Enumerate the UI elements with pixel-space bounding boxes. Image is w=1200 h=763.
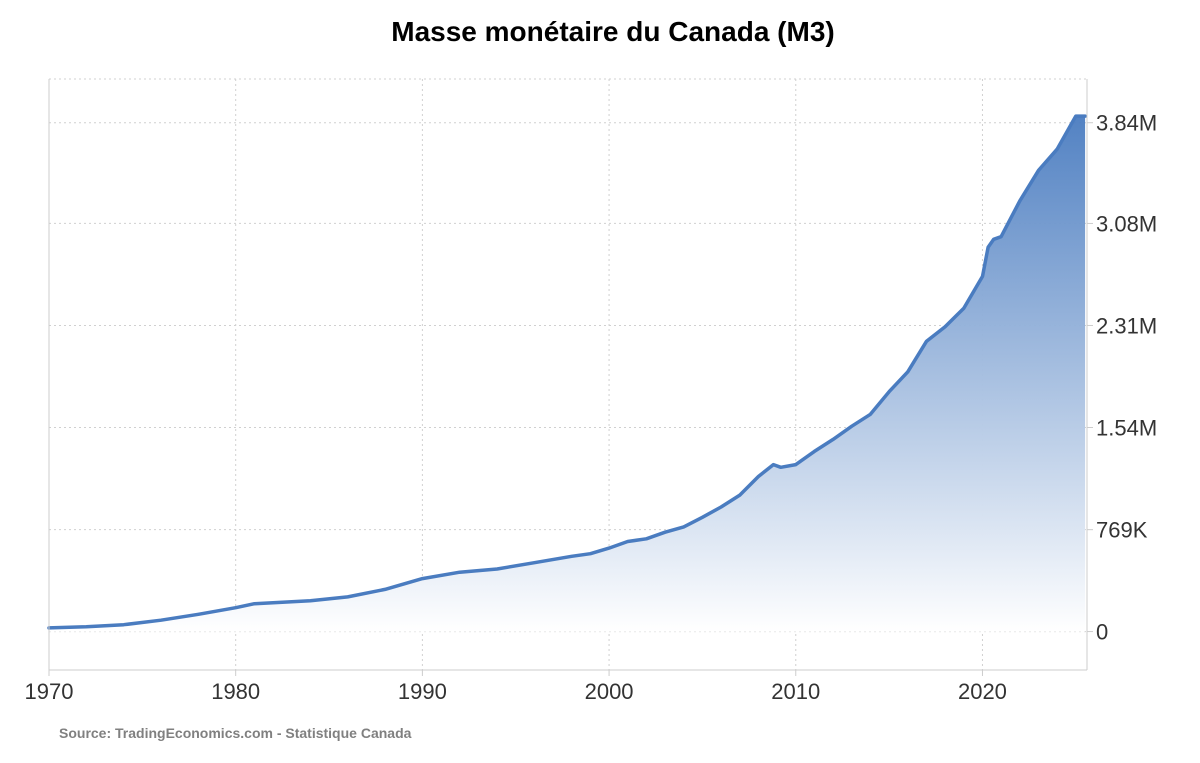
y-tick-label: 3.08M [1096,211,1157,236]
axes [48,79,1088,671]
area-fill [49,116,1086,632]
y-tick-label: 1.54M [1096,416,1157,441]
source-note: Source: TradingEconomics.com - Statistiq… [59,725,412,741]
x-axis-ticks: 1970 1980 1990 2000 2010 2020 [25,670,1007,704]
area-series [47,114,1087,632]
y-tick-label: 2.31M [1096,313,1157,338]
series-line [47,114,1087,630]
y-tick-label: 3.84M [1096,111,1157,136]
y-tick-label: 769K [1096,518,1148,543]
x-tick-label: 1970 [25,679,74,704]
x-tick-label: 2020 [958,679,1007,704]
x-tick-label: 2010 [771,679,820,704]
y-tick-label: 0 [1096,620,1108,645]
x-tick-label: 1990 [398,679,447,704]
x-tick-label: 2000 [585,679,634,704]
chart-title: Masse monétaire du Canada (M3) [391,16,835,47]
x-tick-label: 1980 [211,679,260,704]
y-axis-ticks: 0 769K 1.54M 2.31M 3.08M 3.84M [1087,111,1157,645]
